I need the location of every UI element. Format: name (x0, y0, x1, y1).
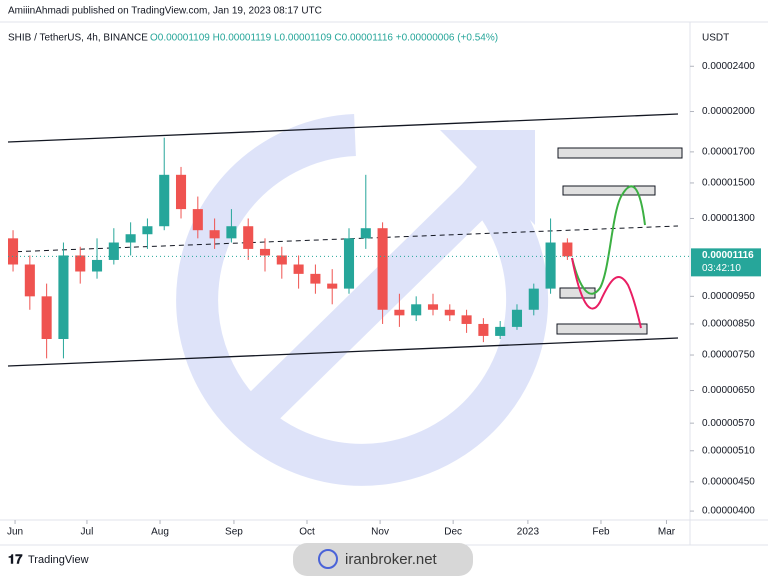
channel-upper (7, 113, 679, 143)
zone-box (562, 185, 656, 196)
candle-body (226, 226, 237, 239)
zone-box (556, 323, 648, 335)
x-tick-label: 2023 (517, 527, 540, 538)
y-tick-label: 0.00000400 (702, 506, 755, 517)
x-tick-label: Sep (225, 527, 243, 538)
currency: USDT (702, 33, 729, 44)
projection-down (571, 257, 642, 329)
watermark-ring (176, 114, 549, 486)
candle-body (259, 248, 271, 256)
watermark-arrow (236, 160, 514, 435)
candle-body (125, 234, 136, 243)
candle-body (562, 242, 573, 257)
logo-watermark (176, 114, 549, 486)
badge-icon (318, 549, 338, 569)
watermark-badge (293, 543, 473, 576)
plot (8, 137, 573, 359)
candle-body (293, 264, 304, 274)
countdown: 03:42:10 (702, 263, 741, 274)
candle-body (377, 228, 388, 310)
candle-body (394, 309, 405, 316)
y-tick-label: 0.00001300 (702, 213, 755, 224)
candle-body (276, 255, 287, 265)
y-tick-label: 0.00002000 (702, 106, 755, 117)
candle-body (427, 304, 439, 310)
candle-body (495, 326, 506, 336)
y-tick-label: 0.00002400 (702, 61, 755, 72)
candle-body (444, 309, 455, 316)
y-tick-label: 0.00000750 (702, 350, 755, 361)
x-tick-label: Aug (151, 527, 169, 538)
x-tick-label: Mar (658, 527, 676, 538)
y-tick-label: 0.00001500 (702, 178, 755, 189)
channel-mid (7, 225, 679, 253)
candle-body (243, 226, 254, 249)
projection-up (571, 185, 646, 295)
y-tick-label: 0.00000570 (702, 418, 755, 429)
y-tick-label: 0.00001700 (702, 147, 755, 158)
candle-body (411, 304, 422, 316)
candle-body (545, 242, 556, 289)
watermark-text: iranbroker.net (345, 551, 438, 568)
candle-body (478, 323, 489, 336)
y-tick-label: 0.00000450 (702, 476, 755, 487)
y-tick-label: 0.00000510 (702, 445, 755, 456)
y-tick-label: 0.00000950 (702, 291, 755, 302)
last-price-label: 0.00001116 (702, 250, 754, 261)
x-tick-label: Feb (592, 527, 610, 538)
candle-body (343, 238, 355, 289)
publisher: AmiiinAhmadi published on TradingView.co… (8, 6, 322, 17)
candle-body (461, 315, 472, 324)
brand: TradingView (28, 554, 89, 566)
last-price-box (691, 248, 761, 277)
candle-body (175, 174, 187, 210)
tv-logo: 𝟏𝟕 (8, 551, 23, 566)
symbol-info: SHIB / TetherUS, 4h, BINANCE (8, 33, 148, 44)
ohlc-legend: O0.00001109 H0.00001119 L0.00001109 C0.0… (150, 33, 498, 44)
watermark-arrowhead (440, 130, 535, 225)
candle-body (360, 228, 371, 239)
x-tick-label: Nov (371, 527, 389, 538)
channel-lower (7, 337, 679, 367)
candle-body (8, 238, 19, 265)
candle-body (310, 273, 321, 284)
footer: 𝟏𝟕 TradingView iranbroker.net (8, 543, 473, 576)
candle-body (108, 242, 119, 260)
candle-body (142, 226, 153, 235)
candle-body (75, 255, 86, 272)
candle-body (159, 174, 170, 227)
candle-body (209, 230, 220, 239)
x-tick-label: Jun (7, 527, 23, 538)
x-tick-label: Oct (299, 527, 315, 538)
y-tick-label: 0.00000650 (702, 385, 755, 396)
candle-body (24, 264, 35, 297)
x-tick-label: Jul (81, 527, 94, 538)
zone-box (557, 147, 683, 159)
candle-body (58, 255, 69, 340)
candle-body (511, 309, 523, 327)
y-tick-label: 0.00000850 (702, 319, 755, 330)
candle-body (41, 296, 52, 340)
x-tick-label: Dec (444, 527, 462, 538)
candle-body (192, 209, 203, 231)
candle-body (91, 259, 103, 272)
candle-body (528, 288, 539, 310)
candle-body (327, 283, 338, 289)
